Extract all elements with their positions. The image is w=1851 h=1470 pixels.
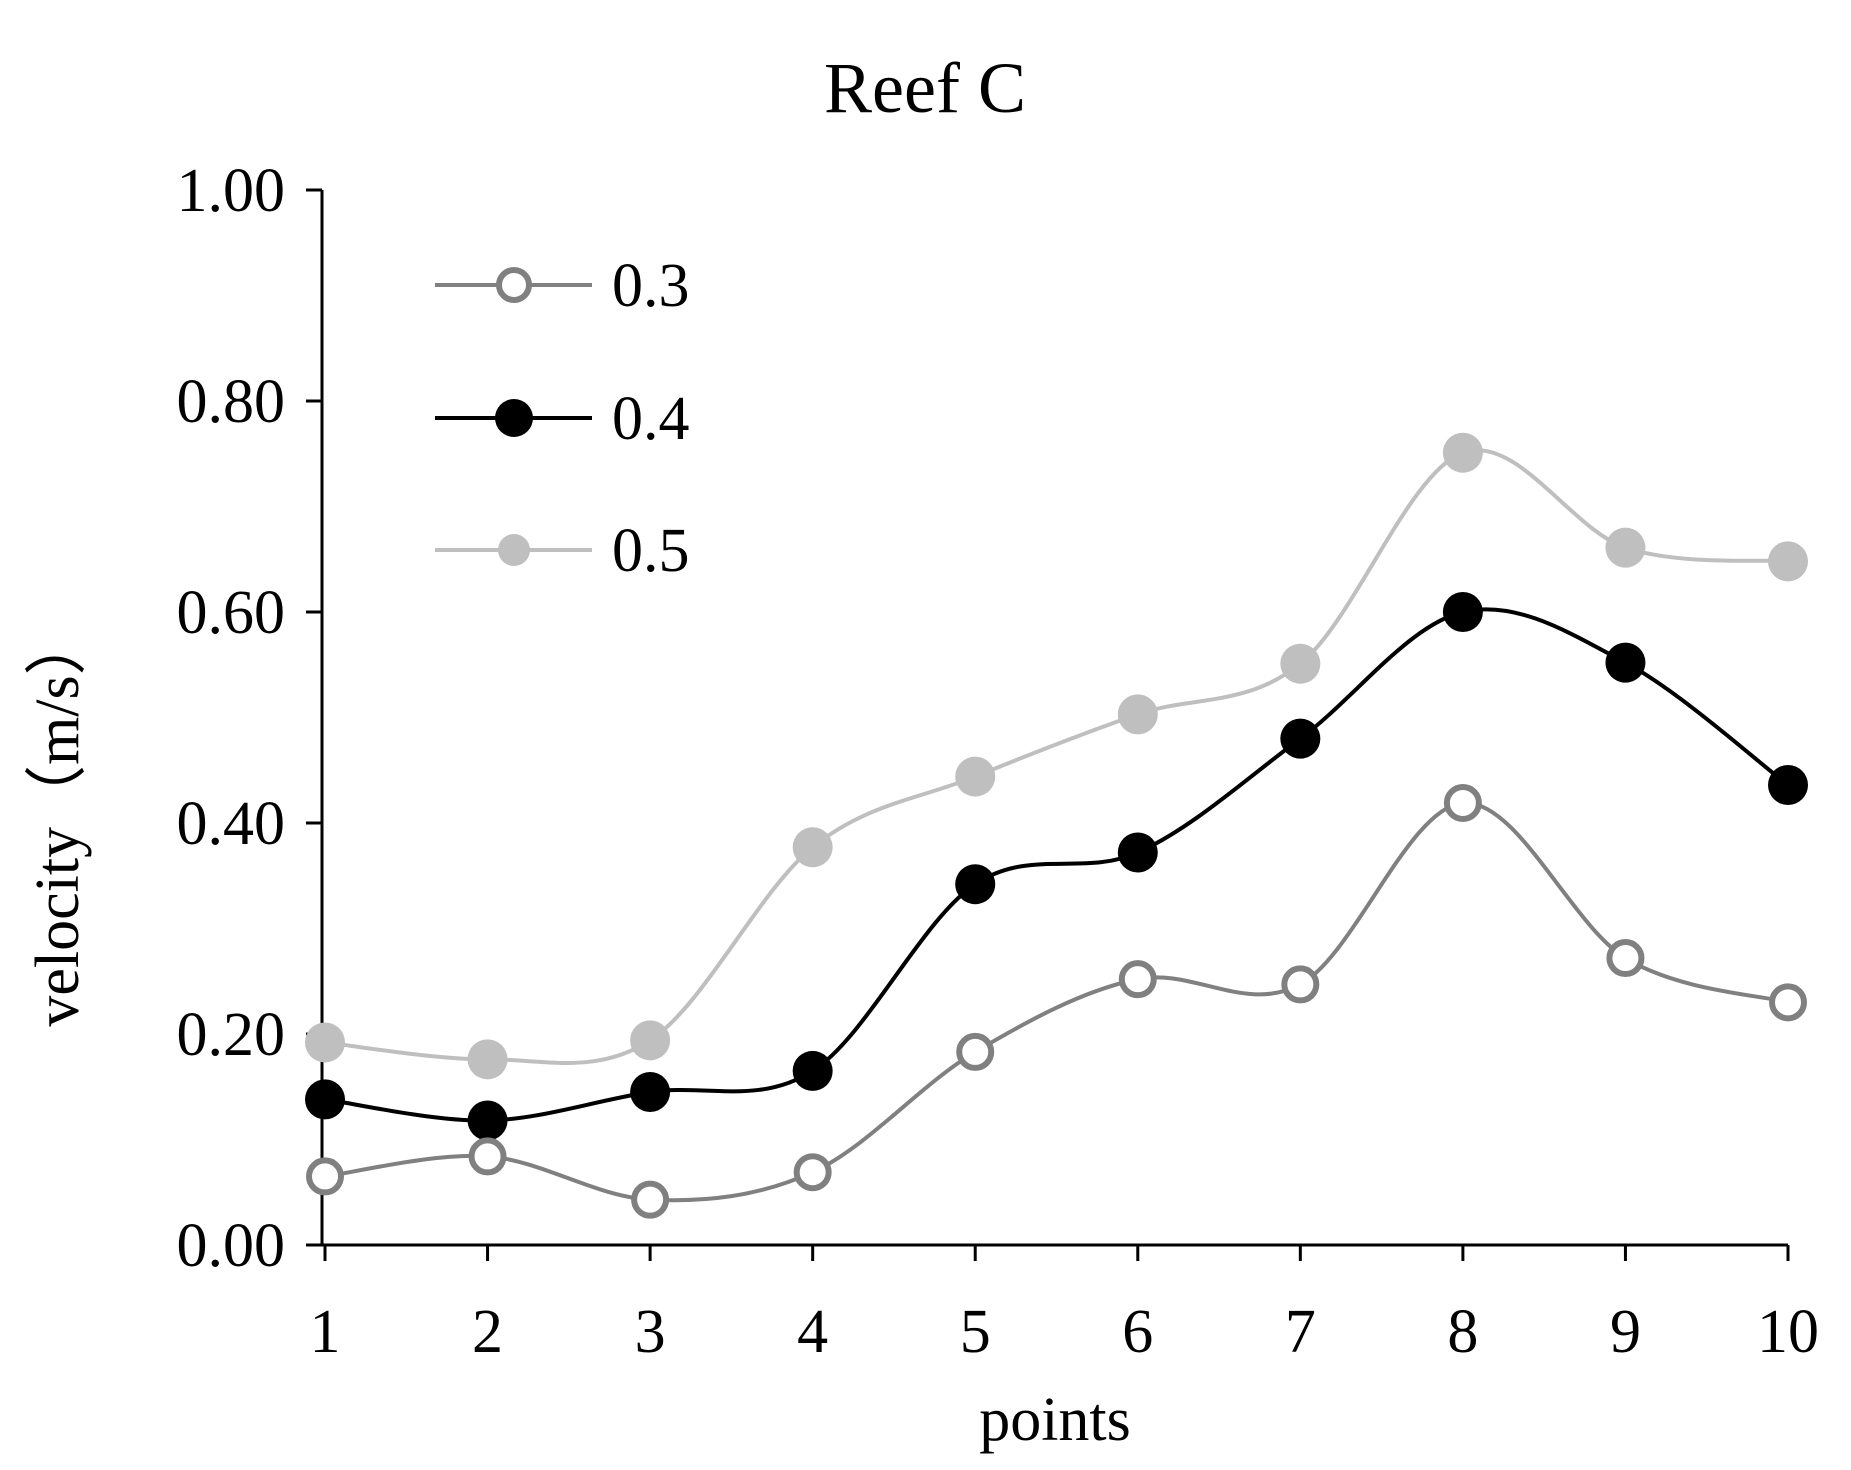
y-tick-label: 0.00 xyxy=(177,1212,286,1280)
data-point xyxy=(630,1072,671,1113)
x-axis-label: points xyxy=(979,1386,1131,1454)
data-point xyxy=(467,1100,508,1141)
data-point xyxy=(305,1079,345,1120)
data-point xyxy=(468,1137,507,1176)
data-point xyxy=(793,1153,832,1192)
axes xyxy=(320,190,1788,1247)
chart-title: Reef C xyxy=(824,48,1026,128)
data-point xyxy=(631,1180,670,1219)
legend-entry: 0.5 xyxy=(435,517,690,585)
legend-entry: 0.3 xyxy=(435,252,690,320)
series-layer xyxy=(305,432,1808,1219)
legend-entry: 0.4 xyxy=(435,385,690,453)
series-line xyxy=(324,800,1789,1203)
data-point xyxy=(955,864,996,905)
data-point xyxy=(1117,832,1158,873)
x-ticks: 1 2 3 4 5 6 7 8 9 10 xyxy=(310,1245,1819,1366)
data-point xyxy=(1606,939,1645,978)
series-0.5 xyxy=(305,432,1808,1080)
data-point xyxy=(792,1050,833,1091)
data-point xyxy=(305,1022,345,1063)
y-tick-label: 0.40 xyxy=(177,790,286,858)
data-point xyxy=(1281,965,1320,1004)
y-axis-label: velocity（m/s） xyxy=(24,613,92,1026)
x-tick-label: 7 xyxy=(1285,1298,1316,1366)
data-point xyxy=(1280,718,1321,759)
data-point xyxy=(1117,694,1158,735)
series-0.3 xyxy=(306,783,1807,1219)
data-point xyxy=(1605,527,1646,568)
x-tick-label: 5 xyxy=(960,1298,991,1366)
data-point xyxy=(1280,643,1321,684)
x-tick-label: 4 xyxy=(797,1298,828,1366)
data-point xyxy=(1443,783,1482,822)
data-point xyxy=(1769,983,1807,1022)
x-tick-label: 2 xyxy=(472,1298,503,1366)
x-tick-label: 6 xyxy=(1122,1298,1153,1366)
data-point xyxy=(306,1157,344,1196)
y-ticks: 0.00 0.20 0.40 0.60 0.80 1.00 xyxy=(177,157,322,1280)
data-point xyxy=(955,756,996,797)
y-tick-label: 1.00 xyxy=(177,157,286,225)
series-0.4 xyxy=(305,592,1808,1141)
series-line xyxy=(324,607,1790,1123)
data-point xyxy=(630,1020,671,1061)
y-tick-label: 0.20 xyxy=(177,1001,286,1069)
series-line xyxy=(324,448,1789,1065)
y-tick-label: 0.60 xyxy=(177,579,286,647)
x-tick-label: 10 xyxy=(1757,1298,1819,1366)
y-tick-label: 0.80 xyxy=(177,368,286,436)
legend-marker xyxy=(495,399,533,437)
x-tick-label: 8 xyxy=(1447,1298,1478,1366)
legend-label: 0.4 xyxy=(612,385,690,453)
x-tick-label: 3 xyxy=(635,1298,666,1366)
data-point xyxy=(1442,592,1483,632)
legend-marker xyxy=(498,534,530,566)
x-tick-label: 1 xyxy=(310,1298,341,1366)
legend-label: 0.3 xyxy=(612,252,690,320)
data-point xyxy=(956,1032,995,1071)
data-point xyxy=(1442,432,1483,473)
data-point xyxy=(1768,541,1808,582)
x-tick-label: 9 xyxy=(1610,1298,1641,1366)
data-point xyxy=(1768,765,1808,806)
data-point xyxy=(792,827,833,868)
legend-label: 0.5 xyxy=(612,517,690,585)
data-point xyxy=(1605,642,1646,683)
legend: 0.3 0.4 0.5 xyxy=(435,252,690,585)
data-point xyxy=(467,1039,508,1080)
data-point xyxy=(1118,960,1157,999)
legend-marker xyxy=(496,267,532,303)
